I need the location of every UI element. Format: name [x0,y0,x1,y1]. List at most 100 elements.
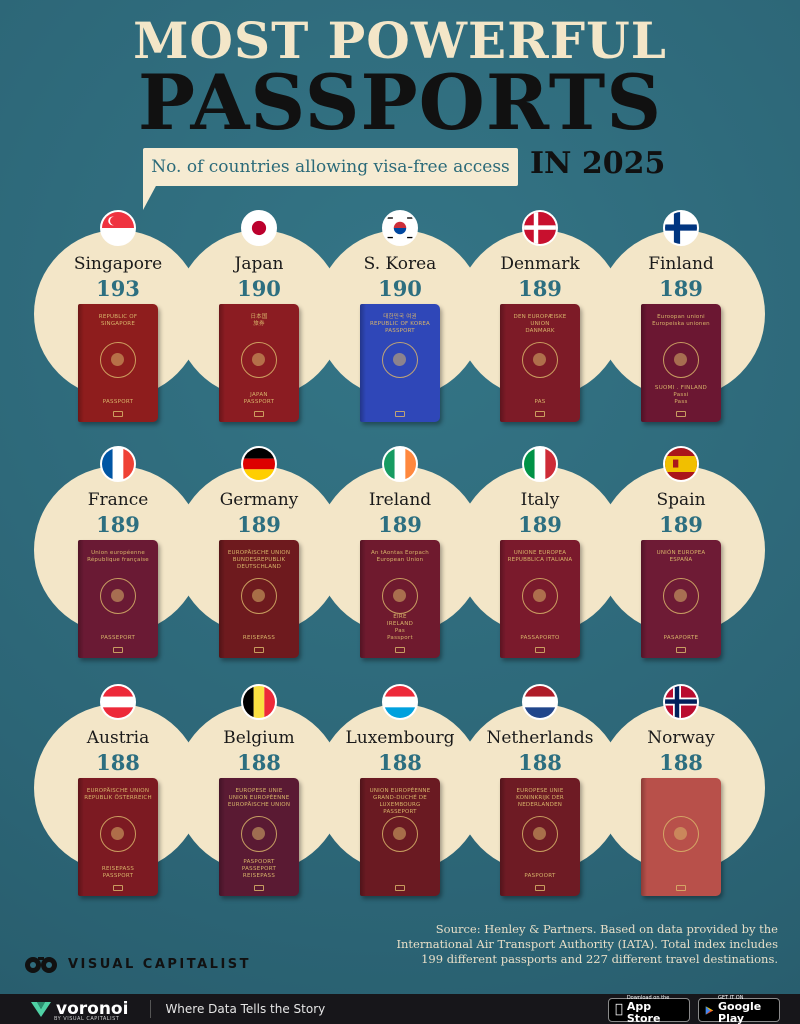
infographic-title-line2: PASSPORTS [137,58,663,147]
visa-free-count: 189 [659,512,703,537]
visa-free-count: 193 [96,276,140,301]
passport-card: Japan 190 日本国 旅券 JAPAN PASSPORT [175,210,343,422]
passport-cover-bottom-text: ÉIRE IRELAND Pas Passport [386,614,414,641]
passport-card: Italy 189 UNIONE EUROPEA REPUBBLICA ITALIA… [456,446,624,658]
austria-flag-icon [100,684,136,720]
passport-cover-top-text: EUROPESE UNIE UNION EUROPÉENNE EUROPÄISC… [227,788,291,808]
voronoi-logo-icon [31,1002,51,1017]
ireland-flag-icon [382,446,418,482]
passport-cover-top-text: An tAontas Eorpach European Union [371,550,429,563]
passport-cover-bottom-text: REISEPASS PASSPORT [101,866,135,879]
visa-free-count: 189 [518,276,562,301]
visa-free-count: 189 [378,512,422,537]
voronoi-logo-subtext: BY VISUAL CAPITALIST [54,1016,120,1022]
passport-cover-top-text: REPUBLIC OF SINGAPORE [98,314,138,327]
singapore-flag-icon [100,210,136,246]
footer-bar: voronoi BY VISUAL CAPITALIST Where Data … [0,994,800,1024]
biometric-chip-icon [676,411,686,417]
google-play-button[interactable]: GET IT ON Google Play [698,995,780,1024]
visa-free-count: 190 [378,276,422,301]
passport-card: Spain 189 UNIÓN EUROPEA ESPAÑA PASAPORTE [597,446,765,658]
coat-of-arms-icon [382,578,418,614]
biometric-chip-icon [254,885,264,891]
denmark-flag-icon [522,210,558,246]
visa-free-count: 188 [518,750,562,775]
coat-of-arms-icon [100,342,136,378]
visa-free-count: 189 [96,512,140,537]
passport-cover-bottom-text: PASAPORTE [663,635,699,641]
passport-cover: UNIÓN EUROPEA ESPAÑA PASAPORTE [641,540,721,658]
passport-cover: EUROPÄISCHE UNION REPUBLIK ÖSTERREICH REI… [78,778,158,896]
norway-flag-icon [663,684,699,720]
google-play-big-text: Google Play [718,1000,762,1024]
passport-cover-bottom-text: PASSPORT [102,399,134,405]
passport-cover: 日本国 旅券 JAPAN PASSPORT [219,304,299,422]
italy-flag-icon [522,446,558,482]
france-flag-icon [100,446,136,482]
country-name: Luxembourg [345,728,455,748]
country-name: S. Korea [363,254,437,274]
voronoi-logo[interactable]: voronoi [30,994,128,1024]
biometric-chip-icon [535,885,545,891]
google-play-icon [705,1005,714,1015]
passport-card: France 189 Union européenne République fra… [34,446,202,658]
passport-cover: 대한민국 여권 REPUBLIC OF KOREA PASSPORT [360,304,440,422]
country-name: Netherlands [486,728,594,748]
country-name: Italy [520,490,560,510]
subtitle-text: No. of countries allowing visa-free acce… [151,157,510,177]
passport-cover: UNIONE EUROPEA REPUBBLICA ITALIANA PASSAP… [500,540,580,658]
biometric-chip-icon [676,885,686,891]
passport-card: Ireland 189 An tAontas Eorpach European Un… [316,446,484,658]
passport-cover-bottom-text: PAS [534,399,546,405]
footer-divider [150,1000,152,1018]
passport-cover: REPUBLIC OF SINGAPORE PASSPORT [78,304,158,422]
passport-cover-top-text: 대한민국 여권 REPUBLIC OF KOREA PASSPORT [369,314,431,334]
passport-cover-top-text: Euroopan unioni Europeiska unionen [652,314,710,327]
visa-free-count: 189 [237,512,281,537]
biometric-chip-icon [395,885,405,891]
biometric-chip-icon [676,647,686,653]
country-name: Denmark [500,254,580,274]
finland-flag-icon [663,210,699,246]
coat-of-arms-icon [663,342,699,378]
passport-cover: EUROPESE UNIE UNION EUROPÉENNE EUROPÄISC… [219,778,299,896]
app-store-button[interactable]:  Download on the App Store [608,995,690,1024]
biometric-chip-icon [113,885,123,891]
passport-card: Netherlands 188 EUROPESE UNIE KONINKRIJK D… [456,684,624,896]
passport-card: Luxembourg 188 UNION EUROPÉENNE GRAND-DUCH… [316,684,484,896]
brand-logo: VISUAL CAPITALIST [24,954,251,974]
google-play-small-text: GET IT ON [718,995,744,1001]
coat-of-arms-icon [382,816,418,852]
passport-cover-top-text: Union européenne République française [87,550,149,563]
passport-card: Austria 188 EUROPÄISCHE UNION REPUBLIK ÖST… [34,684,202,896]
passport-cover-top-text: 日本国 旅券 [250,314,268,327]
passport-cover: An tAontas Eorpach European Union ÉIRE IR… [360,540,440,658]
netherlands-flag-icon [522,684,558,720]
subtitle-callout-tail [143,184,157,210]
passport-cover: EUROPESE UNIE KONINKRIJK DER NEDERLANDEN… [500,778,580,896]
coat-of-arms-icon [241,342,277,378]
app-store-label: Download on the App Store [627,995,683,1024]
apple-icon:  [615,1003,623,1017]
infographic-title-line1: MOST POWERFUL [133,11,667,70]
visual-capitalist-logo-icon [25,957,57,973]
passport-cover-top-text: EUROPESE UNIE KONINKRIJK DER NEDERLANDEN [516,788,564,808]
coat-of-arms-icon [100,578,136,614]
biometric-chip-icon [535,647,545,653]
visa-free-count: 188 [659,750,703,775]
passport-cover-top-text: UNIÓN EUROPEA ESPAÑA [656,550,706,563]
visa-free-count: 189 [659,276,703,301]
passport-cover-bottom-text: PASSEPORT [100,635,136,641]
visa-free-count: 190 [237,276,281,301]
passport-cover-top-text: EUROPÄISCHE UNION REPUBLIK ÖSTERREICH [84,788,152,801]
app-store-big-text: App Store [619,1001,681,1024]
coat-of-arms-icon [382,342,418,378]
source-note: Source: Henley & Partners. Based on data… [358,922,778,967]
country-name: Ireland [368,490,432,510]
biometric-chip-icon [254,647,264,653]
visa-free-count: 189 [518,512,562,537]
biometric-chip-icon [113,411,123,417]
biometric-chip-icon [395,411,405,417]
passport-card: Belgium 188 EUROPESE UNIE UNION EUROPÉENNE… [175,684,343,896]
source-line: International Air Transport Authority (I… [396,937,778,951]
